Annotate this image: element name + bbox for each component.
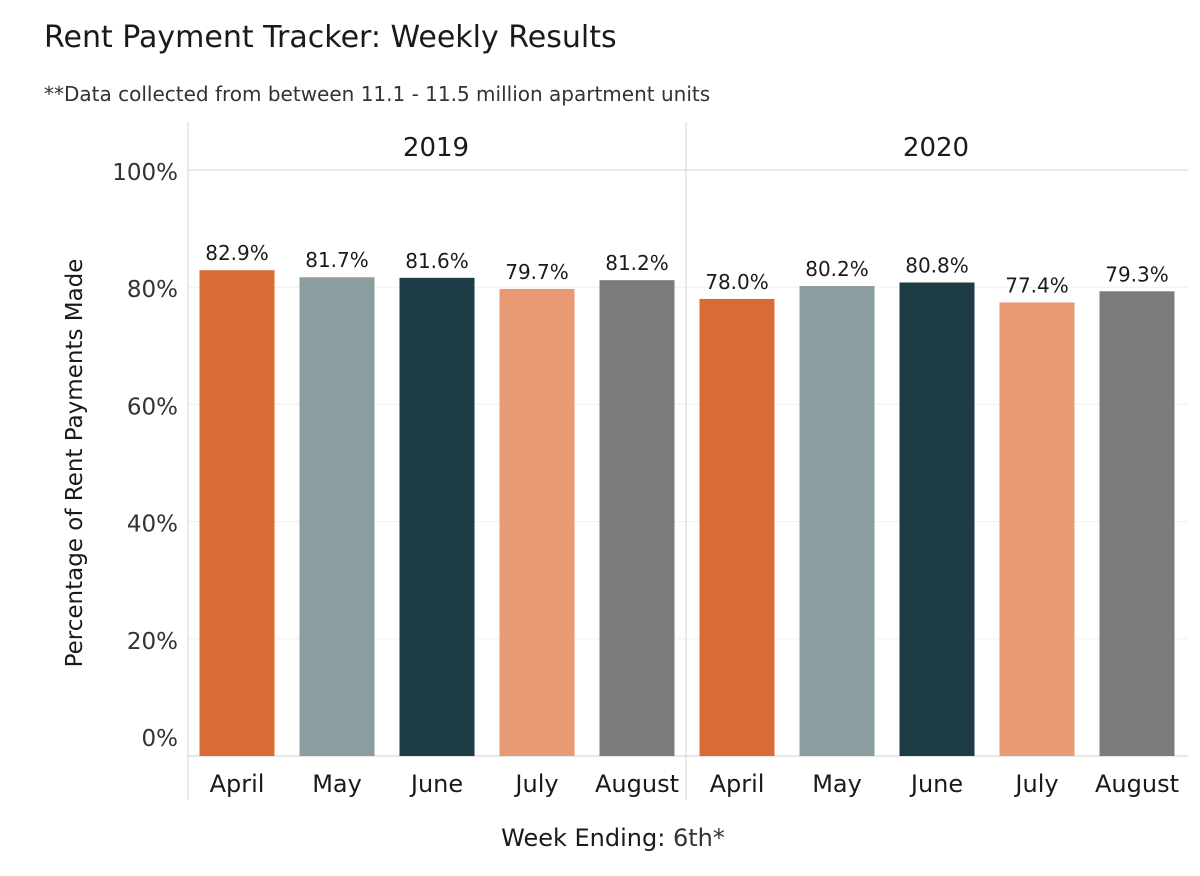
data-label: 77.4%	[1005, 273, 1069, 297]
x-tick-label: August	[595, 770, 679, 798]
x-tick-label: July	[513, 770, 558, 798]
bar-2020-may	[799, 286, 875, 756]
x-tick-label: August	[1095, 770, 1179, 798]
bar-2020-june	[899, 282, 975, 756]
bar-2019-june	[399, 277, 475, 756]
chart-subtitle: **Data collected from between 11.1 - 11.…	[44, 82, 711, 106]
chart-title: Rent Payment Tracker: Weekly Results	[44, 20, 617, 55]
data-label: 80.8%	[905, 254, 969, 278]
bar-2019-april	[199, 270, 275, 756]
data-label: 79.7%	[505, 260, 569, 284]
data-label: 81.6%	[405, 249, 469, 273]
y-tick-label: 100%	[112, 160, 178, 186]
bar-2019-may	[299, 277, 375, 756]
x-tick-label: May	[312, 770, 362, 798]
y-tick-label: 80%	[127, 277, 178, 303]
bar-2019-august	[599, 280, 675, 756]
bar-2020-july	[999, 302, 1075, 756]
x-tick-label: April	[710, 770, 765, 798]
x-tick-label: July	[1013, 770, 1058, 798]
panel-header-2020: 2020	[903, 133, 969, 163]
x-tick-label: June	[909, 770, 963, 798]
bar-2020-april	[699, 298, 775, 756]
bar-2019-july	[499, 288, 575, 756]
x-axis-label: Week Ending:	[501, 824, 666, 852]
x-tick-label: April	[210, 770, 265, 798]
data-label: 80.2%	[805, 257, 869, 281]
data-label: 79.3%	[1105, 262, 1169, 286]
panel-header-2019: 2019	[403, 133, 469, 163]
x-tick-label: June	[409, 770, 463, 798]
y-axis-title: Percentage of Rent Payments Made	[62, 259, 88, 668]
data-label: 82.9%	[205, 241, 269, 265]
y-tick-label: 40%	[127, 512, 178, 538]
y-tick-label: 60%	[127, 394, 178, 420]
data-label: 81.2%	[605, 251, 669, 275]
bar-2020-august	[1099, 291, 1175, 756]
y-tick-label: 0%	[142, 726, 179, 752]
data-label: 78.0%	[705, 270, 769, 294]
y-tick-label: 20%	[127, 629, 178, 655]
x-axis-footer: Week Ending: 6th*	[0, 824, 1200, 852]
x-tick-label: May	[812, 770, 862, 798]
x-axis-value: 6th*	[672, 824, 725, 852]
data-label: 81.7%	[305, 248, 369, 272]
